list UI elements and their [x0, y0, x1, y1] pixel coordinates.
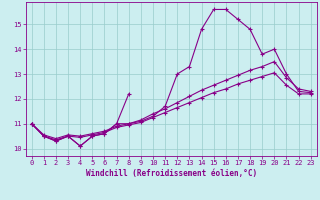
X-axis label: Windchill (Refroidissement éolien,°C): Windchill (Refroidissement éolien,°C): [86, 169, 257, 178]
